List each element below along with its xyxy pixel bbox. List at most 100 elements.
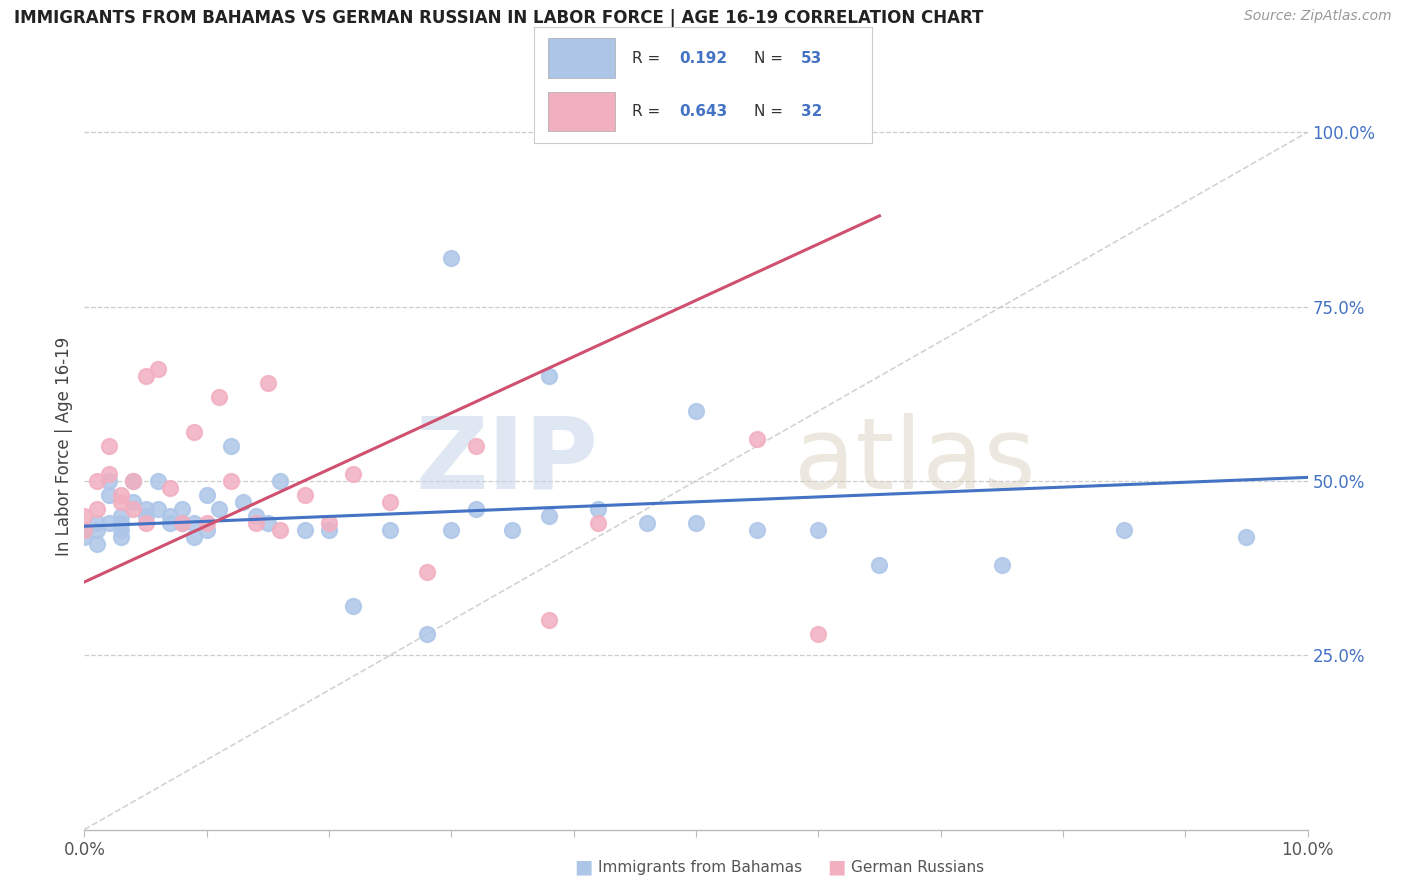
Point [97,474,120,488]
Point [97,488,120,502]
Point [97,439,120,453]
Point [183,425,205,439]
Point [538,613,561,627]
Point [195,516,218,530]
Point [86,501,108,516]
Point [991,558,1014,572]
Point [122,474,145,488]
Point [538,369,561,384]
Point [122,495,145,509]
Point [122,501,145,516]
Point [416,565,439,579]
Point [73,523,96,537]
Point [380,495,402,509]
Point [97,467,120,481]
Point [586,501,609,516]
Point [146,501,169,516]
Point [135,508,157,523]
Point [245,508,267,523]
Point [86,516,108,530]
Point [195,523,218,537]
Point [86,474,108,488]
Text: 0.643: 0.643 [679,103,728,119]
Point [747,523,769,537]
Point [86,523,108,537]
Text: R =: R = [633,51,665,66]
Point [1236,530,1258,544]
Point [146,474,169,488]
Point [110,508,132,523]
Point [183,516,205,530]
Point [219,474,242,488]
Text: R =: R = [633,103,665,119]
Text: IMMIGRANTS FROM BAHAMAS VS GERMAN RUSSIAN IN LABOR FORCE | AGE 16-19 CORRELATION: IMMIGRANTS FROM BAHAMAS VS GERMAN RUSSIA… [14,9,983,27]
Point [685,404,707,418]
Point [110,530,132,544]
Point [135,369,157,384]
Point [257,376,280,391]
Point [380,523,402,537]
Point [232,495,254,509]
Point [869,558,891,572]
Text: ZIP: ZIP [415,413,598,510]
Point [257,516,280,530]
Point [172,516,194,530]
Point [685,516,707,530]
Point [159,516,181,530]
Point [245,516,267,530]
Text: N =: N = [754,103,787,119]
Point [73,523,96,537]
Point [110,516,132,530]
Point [538,508,561,523]
Point [807,523,830,537]
Point [146,362,169,376]
Text: 32: 32 [801,103,823,119]
Point [73,508,96,523]
FancyBboxPatch shape [548,92,616,131]
Text: N =: N = [754,51,787,66]
Point [208,390,231,404]
Text: atlas: atlas [794,413,1035,510]
Point [110,495,132,509]
Text: Immigrants from Bahamas: Immigrants from Bahamas [598,860,801,874]
Point [586,516,609,530]
Point [208,501,231,516]
Point [159,508,181,523]
FancyBboxPatch shape [548,38,616,78]
Point [219,439,242,453]
Point [73,530,96,544]
Point [342,599,364,614]
Text: German Russians: German Russians [851,860,984,874]
Point [269,523,291,537]
Point [110,523,132,537]
Point [440,251,463,265]
Point [97,516,120,530]
Y-axis label: In Labor Force | Age 16-19: In Labor Force | Age 16-19 [55,336,73,556]
Point [110,488,132,502]
Point [464,501,486,516]
Point [172,501,194,516]
Point [416,627,439,641]
Point [172,516,194,530]
Point [294,523,316,537]
Point [122,474,145,488]
Point [636,516,658,530]
Point [318,516,340,530]
Point [807,627,830,641]
Point [135,501,157,516]
Point [440,523,463,537]
Point [464,439,486,453]
Point [195,488,218,502]
Text: 53: 53 [801,51,823,66]
Text: ■: ■ [827,857,846,877]
Point [747,432,769,446]
Point [318,523,340,537]
Point [502,523,524,537]
Point [269,474,291,488]
Point [159,481,181,495]
Point [1114,523,1136,537]
Point [86,536,108,550]
Text: Source: ZipAtlas.com: Source: ZipAtlas.com [1244,9,1392,23]
Point [342,467,364,481]
Point [183,530,205,544]
